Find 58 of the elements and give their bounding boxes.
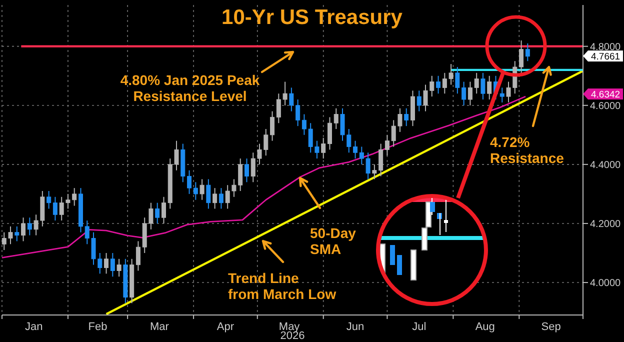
chart-title: 10-Yr US Treasury	[222, 6, 403, 29]
candlestick	[410, 90, 415, 127]
candlestick	[110, 252, 115, 278]
x-tick-label: Jul	[412, 321, 426, 333]
candlestick	[474, 72, 479, 94]
x-axis-title: 2026	[280, 330, 305, 342]
candlestick	[487, 75, 492, 100]
y-tick-label: 4.2000	[590, 218, 622, 230]
candlestick	[27, 217, 32, 236]
candlestick	[244, 158, 249, 183]
candlestick	[321, 137, 326, 160]
candlestick	[353, 140, 358, 160]
candlestick	[200, 178, 204, 200]
candlestick	[500, 87, 504, 103]
candlestick	[416, 90, 422, 112]
text: 4.6342	[591, 89, 620, 100]
candlestick	[334, 108, 338, 130]
annotation: 4.80% Jan 2025 Peak Resistance Level	[120, 72, 260, 104]
y-tick-label: 4.8000	[590, 42, 622, 53]
candlestick	[193, 182, 198, 200]
candlestick	[116, 258, 122, 278]
candlestick	[104, 252, 109, 274]
x-tick-label: Aug	[475, 321, 495, 333]
candlestick	[52, 196, 58, 222]
candlestick	[480, 72, 486, 100]
candlestick	[161, 196, 166, 224]
candlestick	[187, 170, 192, 194]
candlestick	[404, 108, 409, 127]
annotation: 4.72% Resistance	[490, 134, 564, 166]
y-tick-label: 4.4000	[590, 160, 622, 171]
x-tick-label: May	[278, 321, 300, 333]
candlestick	[468, 81, 472, 106]
candlestick	[206, 178, 211, 210]
y-tick-label: 4.6000	[590, 100, 622, 112]
candlestick	[302, 114, 306, 136]
candlestick	[218, 188, 224, 210]
candlestick	[270, 110, 275, 142]
x-tick-label: Feb	[88, 321, 108, 333]
annotation: Trend Line from March Low	[228, 270, 336, 302]
y-tick-label: 4.0000	[590, 278, 622, 290]
candlestick	[525, 42, 530, 62]
x-tick-label: Apr	[216, 321, 234, 333]
x-tick-label: Mar	[150, 321, 170, 333]
candlestick	[384, 134, 390, 156]
annotation: 50-Day SMA	[310, 225, 356, 257]
x-tick-label: Jan	[25, 321, 43, 333]
x-tick-label: Sep	[541, 321, 561, 333]
candlestick	[136, 240, 140, 272]
candlestick	[436, 75, 441, 94]
candlestick	[327, 116, 332, 150]
candlestick	[46, 190, 52, 210]
candlestick	[14, 226, 20, 242]
text: 4.7661	[591, 51, 620, 62]
candlestick	[519, 40, 524, 74]
candlestick	[212, 188, 218, 210]
candlestick	[21, 217, 26, 242]
x-tick-label: Jun	[346, 321, 364, 333]
candlestick	[155, 202, 160, 224]
